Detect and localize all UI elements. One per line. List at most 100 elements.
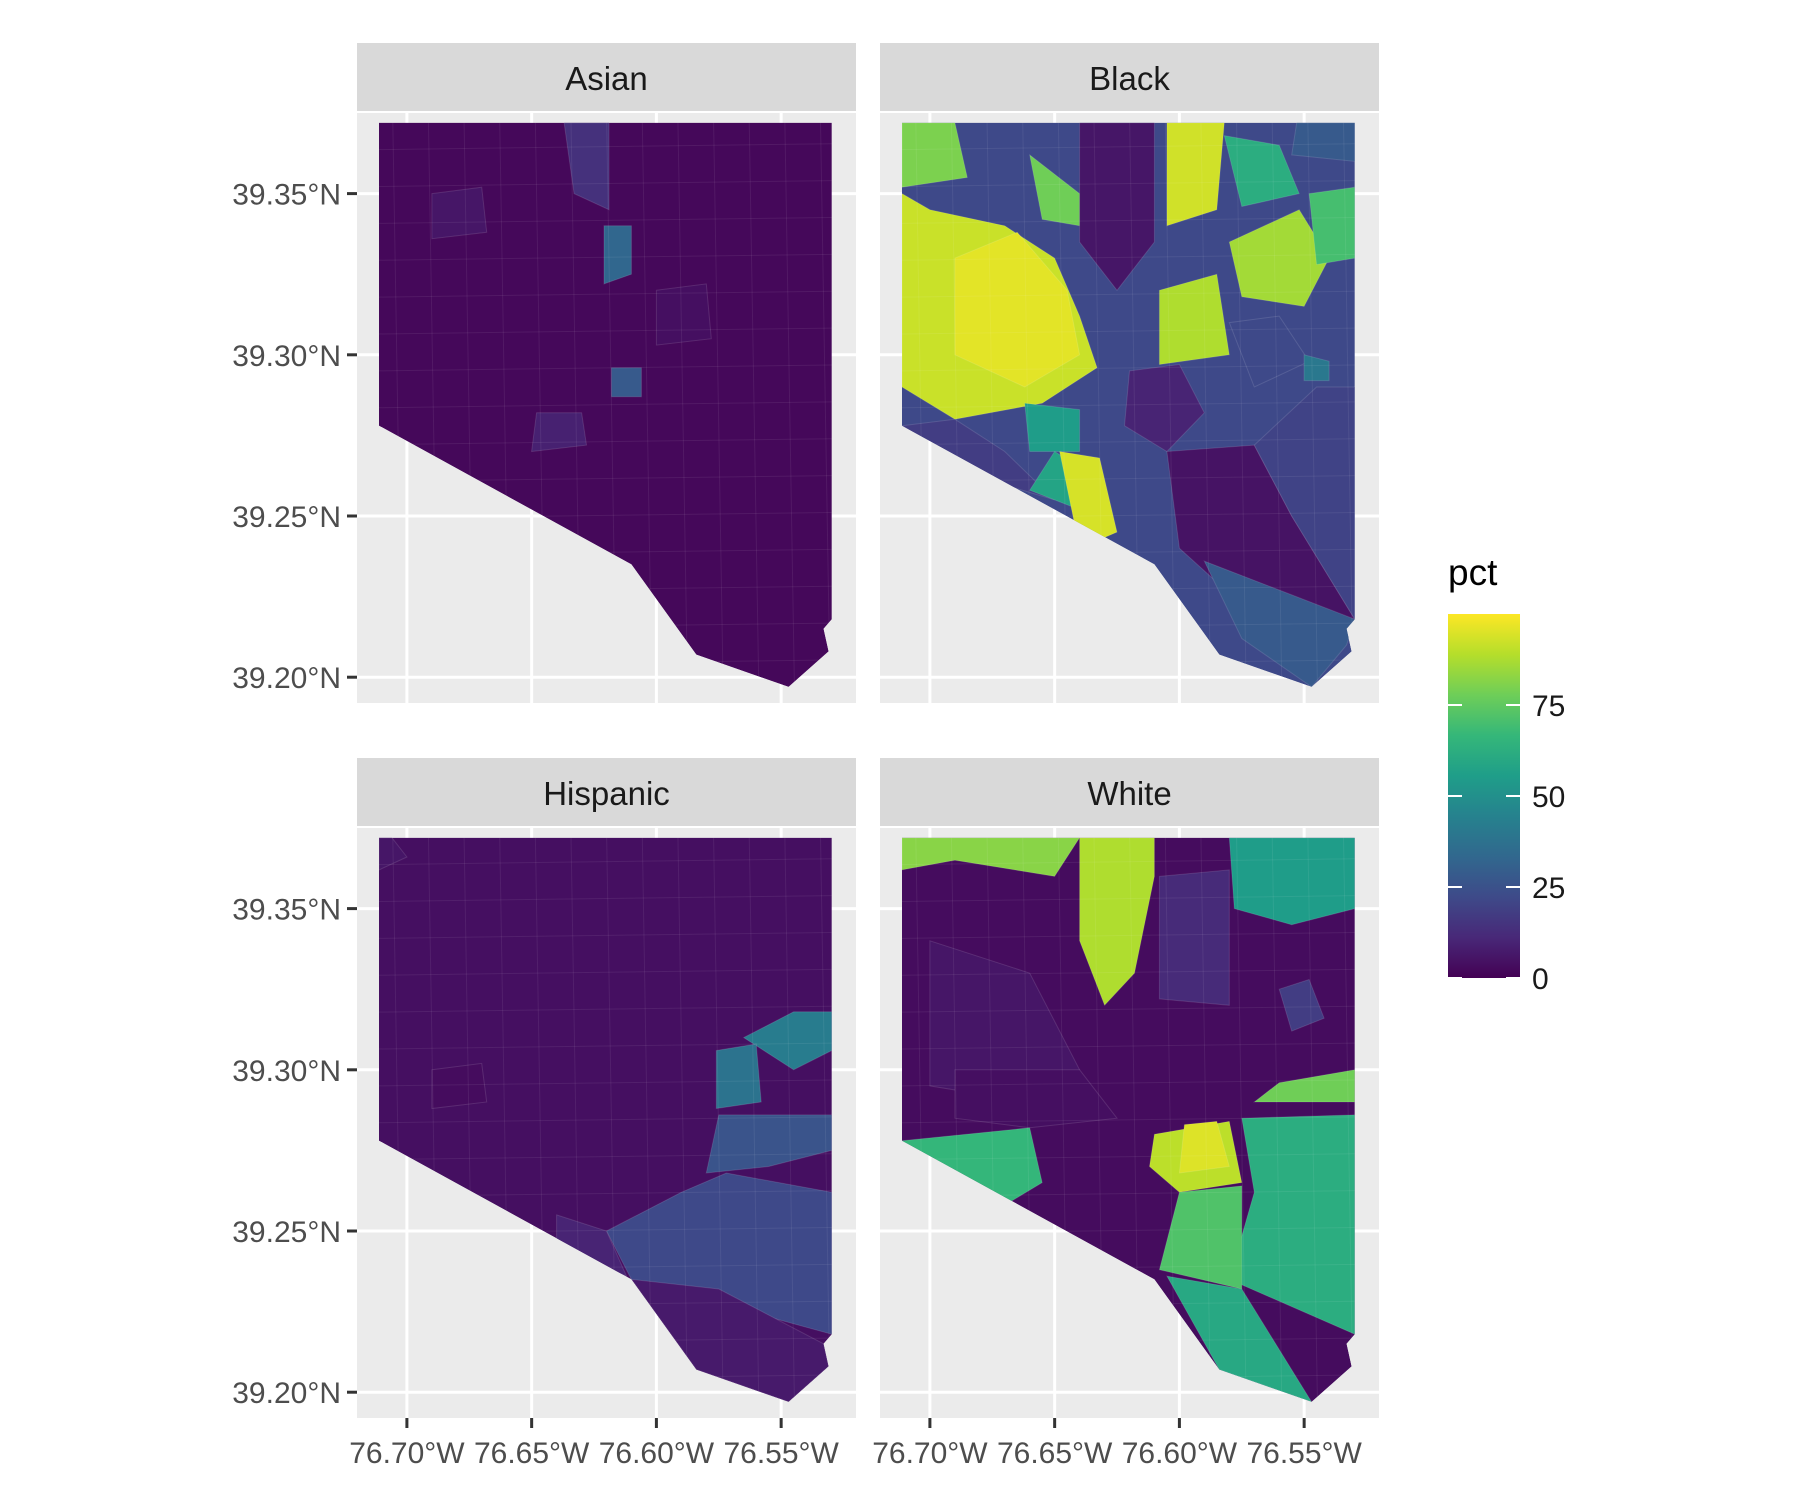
facet-strip-label: Asian [565, 60, 648, 97]
tract-boundary [379, 290, 832, 298]
legend-tick-label: 50 [1532, 781, 1565, 814]
region [1252, 1069, 1355, 1103]
y-tick-label: 39.30°N [232, 1055, 341, 1088]
tract-boundary [902, 931, 1355, 940]
region [1228, 209, 1330, 307]
tract-boundary [748, 122, 760, 687]
region [556, 1214, 628, 1278]
region [1123, 363, 1205, 453]
region-base [379, 122, 832, 687]
tract-boundary [902, 1152, 1355, 1161]
y-tick-label: 39.25°N [232, 1216, 341, 1249]
tract-boundary [902, 401, 1355, 409]
tract-boundary [902, 290, 1355, 298]
tract-boundary [1200, 837, 1212, 1402]
region [902, 837, 1081, 877]
tract-boundary [902, 364, 1355, 372]
region [1278, 978, 1325, 1032]
x-tick-label: 76.60°W [599, 1437, 715, 1470]
tract-boundary [379, 968, 832, 976]
region [531, 412, 588, 453]
legend-tick-label: 75 [1532, 690, 1565, 723]
tract-boundary [379, 1116, 832, 1124]
panel-black: Black [880, 43, 1379, 703]
x-axis-right-column: 76.70°W 76.65°W 76.60°W 76.55°W [872, 1418, 1363, 1470]
facet-strip [357, 758, 856, 826]
tract-boundary [902, 179, 1355, 188]
region [902, 122, 968, 188]
region [1303, 354, 1330, 382]
tract-boundary [1235, 837, 1247, 1402]
map-regions [902, 122, 1355, 687]
tract-boundary [902, 968, 1355, 976]
region [611, 367, 642, 398]
facet-strip [880, 43, 1379, 111]
y-tick-label: 39.35°N [232, 894, 341, 927]
x-tick-label: 76.55°W [1246, 1437, 1362, 1470]
tract-boundary [379, 1152, 832, 1161]
region [630, 1278, 830, 1402]
x-tick-label: 76.70°W [872, 1437, 988, 1470]
tract-boundary [819, 122, 831, 687]
y-tick-label: 39.20°N [232, 1377, 341, 1410]
tract-boundary [1200, 122, 1212, 687]
tract-boundary [379, 401, 832, 409]
region [1203, 560, 1355, 687]
tract-boundary [902, 894, 1355, 903]
tract-boundary [902, 1079, 1355, 1087]
tract-boundary [379, 857, 832, 866]
y-tick-label: 39.25°N [232, 501, 341, 534]
tract-boundary [902, 857, 1355, 866]
region [1228, 837, 1355, 926]
y-axis-bottom-row: 39.20°N 39.25°N 39.30°N 39.35°N [232, 894, 357, 1410]
region [1178, 1120, 1230, 1174]
region [1024, 402, 1081, 452]
tract-boundary [1235, 122, 1247, 687]
facet-panels: Asian Black Hispanic White [357, 43, 1379, 1418]
region [1223, 134, 1300, 208]
y-tick-label: 39.20°N [232, 662, 341, 695]
x-tick-label: 76.55°W [723, 1437, 839, 1470]
tract-boundary [902, 142, 1355, 151]
tract-boundary [712, 837, 724, 1402]
tract-boundary [379, 253, 832, 261]
tract-boundary [902, 437, 1355, 446]
y-tick-label: 39.35°N [232, 179, 341, 212]
tract-boundary [1307, 837, 1319, 1402]
y-axis-top-row: 39.20°N 39.25°N 39.30°N 39.35°N [232, 179, 357, 695]
panel-asian: Asian [357, 43, 856, 703]
tract-boundary [1307, 122, 1319, 687]
x-tick-label: 76.65°W [474, 1437, 590, 1470]
region [705, 1114, 832, 1174]
panel-hispanic: Hispanic [357, 758, 856, 1418]
region [1158, 869, 1230, 1006]
legend-tick-label: 0 [1532, 963, 1549, 996]
legend-tick-label: 25 [1532, 872, 1565, 905]
x-tick-label: 76.70°W [349, 1437, 465, 1470]
region [1308, 186, 1355, 266]
tract-boundary [1271, 837, 1283, 1402]
x-tick-label: 76.60°W [1122, 1437, 1238, 1470]
x-axis-left-column: 76.70°W 76.65°W 76.60°W 76.55°W [349, 1418, 840, 1470]
region [954, 231, 1081, 388]
facet-strip-label: White [1087, 775, 1171, 812]
legend: pct 0 25 50 75 [1448, 552, 1565, 996]
tract-boundary [379, 364, 832, 372]
region [431, 1062, 488, 1110]
tract-boundary [1342, 122, 1354, 687]
region [715, 1043, 762, 1110]
tract-boundary [379, 327, 832, 335]
facet-strip [357, 43, 856, 111]
tract-boundary [379, 1079, 832, 1087]
region [902, 1127, 1043, 1206]
region [1079, 122, 1155, 292]
tract-boundary [748, 837, 760, 1402]
tract-boundary [902, 1042, 1355, 1050]
tract-boundary [1342, 837, 1354, 1402]
region [1158, 273, 1230, 366]
region [1165, 1275, 1313, 1402]
y-tick-label: 39.30°N [232, 340, 341, 373]
tract-boundary [379, 1042, 832, 1050]
region [563, 122, 610, 211]
